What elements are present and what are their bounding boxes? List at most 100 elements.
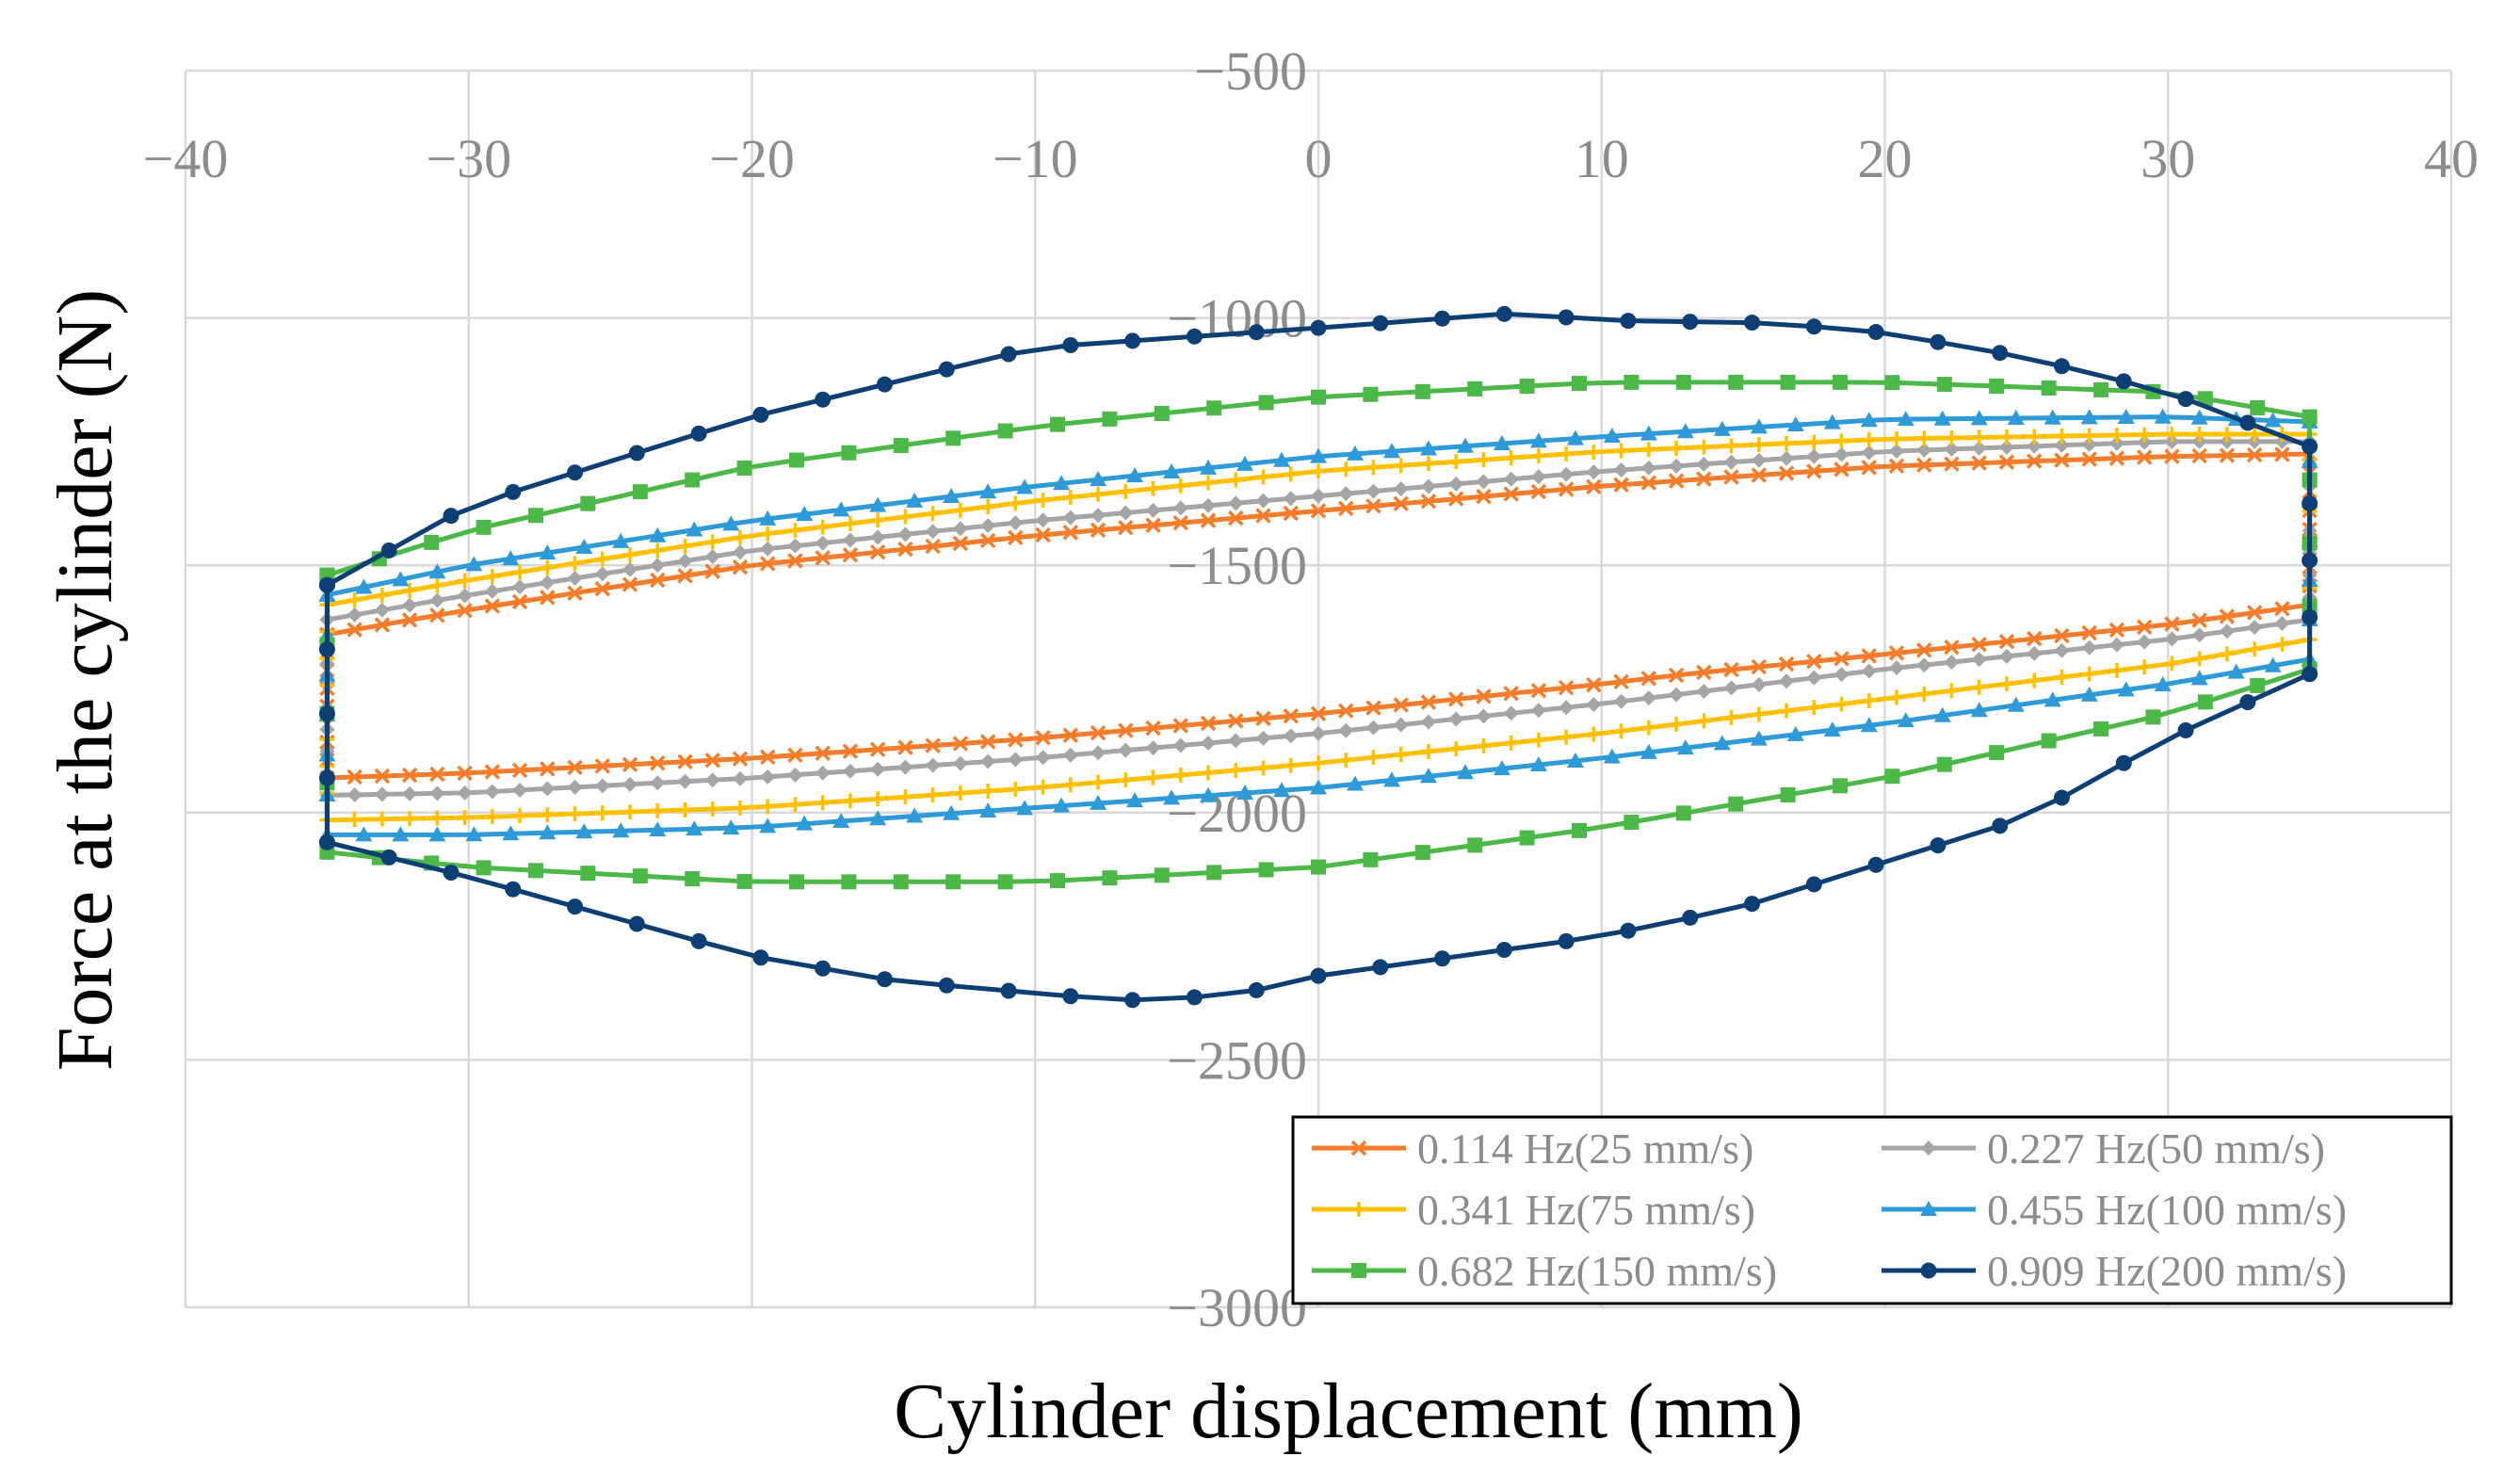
data-point: [2190, 670, 2208, 686]
data-point: [402, 597, 418, 613]
data-point: [1786, 725, 1804, 741]
data-point: [677, 538, 693, 554]
series-6: [318, 305, 2318, 1009]
data-point: [2081, 436, 2097, 452]
data-point: [897, 541, 913, 558]
data-point: [429, 577, 445, 593]
data-point: [1503, 450, 1519, 466]
data-point: [979, 734, 996, 750]
data-point: [1363, 851, 1379, 867]
data-point: [938, 977, 955, 994]
data-point: [2247, 620, 2263, 636]
data-point: [318, 769, 335, 786]
data-point: [1255, 730, 1271, 746]
data-point: [429, 810, 445, 826]
data-point: [347, 769, 363, 785]
data-point: [2027, 438, 2043, 454]
data-point: [1944, 430, 1960, 446]
data-point: [1062, 727, 1079, 743]
data-point: [1620, 922, 1637, 939]
data-point: [1493, 760, 1510, 776]
data-point: [876, 971, 893, 988]
data-point: [1419, 440, 1437, 456]
data-point: [527, 508, 543, 524]
data-point: [1884, 769, 1900, 785]
data-point: [1613, 461, 1629, 478]
data-point: [2054, 642, 2070, 658]
data-point: [1530, 732, 1546, 748]
data-point: [1640, 720, 1656, 736]
data-point: [402, 785, 418, 801]
data-point: [1363, 386, 1379, 402]
data-point: [622, 776, 638, 792]
data-point: [1035, 526, 1051, 543]
data-point: [1888, 645, 1905, 661]
data-point: [1613, 723, 1629, 739]
data-point: [2219, 427, 2235, 443]
data-point: [1620, 313, 1637, 330]
data-point: [1420, 456, 1436, 472]
data-point: [1090, 774, 1107, 790]
data-point: [1519, 379, 1535, 395]
data-point: [1172, 514, 1189, 531]
data-point: [2117, 681, 2135, 697]
data-point: [1559, 466, 1575, 482]
data-point: [1365, 720, 1381, 736]
data-point: [2054, 452, 2070, 468]
data-point: [1669, 458, 1685, 474]
data-point: [1346, 445, 1364, 461]
data-point: [842, 793, 858, 809]
data-point: [2007, 696, 2025, 712]
legend-label: 0.682 Hz(150 mm/s): [1417, 1247, 1777, 1295]
data-point: [759, 510, 777, 526]
data-point: [539, 544, 557, 560]
legend-item: 0.909 Hz(200 mm/s): [1882, 1247, 2347, 1295]
data-point: [2191, 627, 2207, 643]
data-point: [1118, 505, 1134, 521]
legend-item: 0.455 Hz(100 mm/s): [1882, 1186, 2347, 1234]
data-point: [1623, 815, 1640, 831]
data-point: [1586, 726, 1602, 742]
data-point: [1154, 867, 1170, 883]
data-point: [1823, 413, 1841, 429]
data-point: [2041, 733, 2057, 749]
data-point: [704, 549, 720, 565]
x-tick-label: 10: [1575, 128, 1629, 189]
data-point: [1008, 529, 1024, 546]
data-point: [512, 564, 528, 580]
legend-swatch-marker: [1921, 1141, 1936, 1156]
data-point: [511, 593, 528, 610]
data-point: [1860, 412, 1878, 428]
data-point: [677, 553, 693, 569]
data-point: [1172, 478, 1188, 494]
data-point: [1382, 443, 1400, 459]
data-point: [1372, 959, 1389, 976]
data-point: [594, 778, 610, 794]
data-point: [650, 542, 666, 558]
data-point: [869, 496, 887, 512]
data-point: [1273, 782, 1291, 798]
data-point: [2108, 622, 2125, 639]
data-point: [1338, 753, 1354, 769]
data-point: [2191, 651, 2207, 667]
data-point: [760, 526, 776, 542]
data-point: [1640, 743, 1657, 759]
data-point: [788, 452, 804, 468]
legend-label: 0.341 Hz(75 mm/s): [1417, 1186, 1755, 1234]
data-point: [1476, 708, 1492, 724]
data-point: [1751, 437, 1767, 453]
data-point: [1989, 379, 2005, 395]
data-point: [1613, 443, 1629, 459]
data-point: [1008, 515, 1024, 531]
data-point: [1467, 837, 1483, 853]
data-point: [1751, 452, 1767, 468]
data-point: [1200, 786, 1218, 802]
data-point: [2027, 429, 2043, 445]
data-point: [1338, 486, 1354, 502]
data-point: [429, 766, 445, 783]
data-point: [1728, 374, 1744, 390]
data-point: [2081, 451, 2097, 467]
data-point: [1530, 469, 1546, 485]
data-point: [1669, 687, 1685, 703]
data-point: [1640, 425, 1657, 441]
